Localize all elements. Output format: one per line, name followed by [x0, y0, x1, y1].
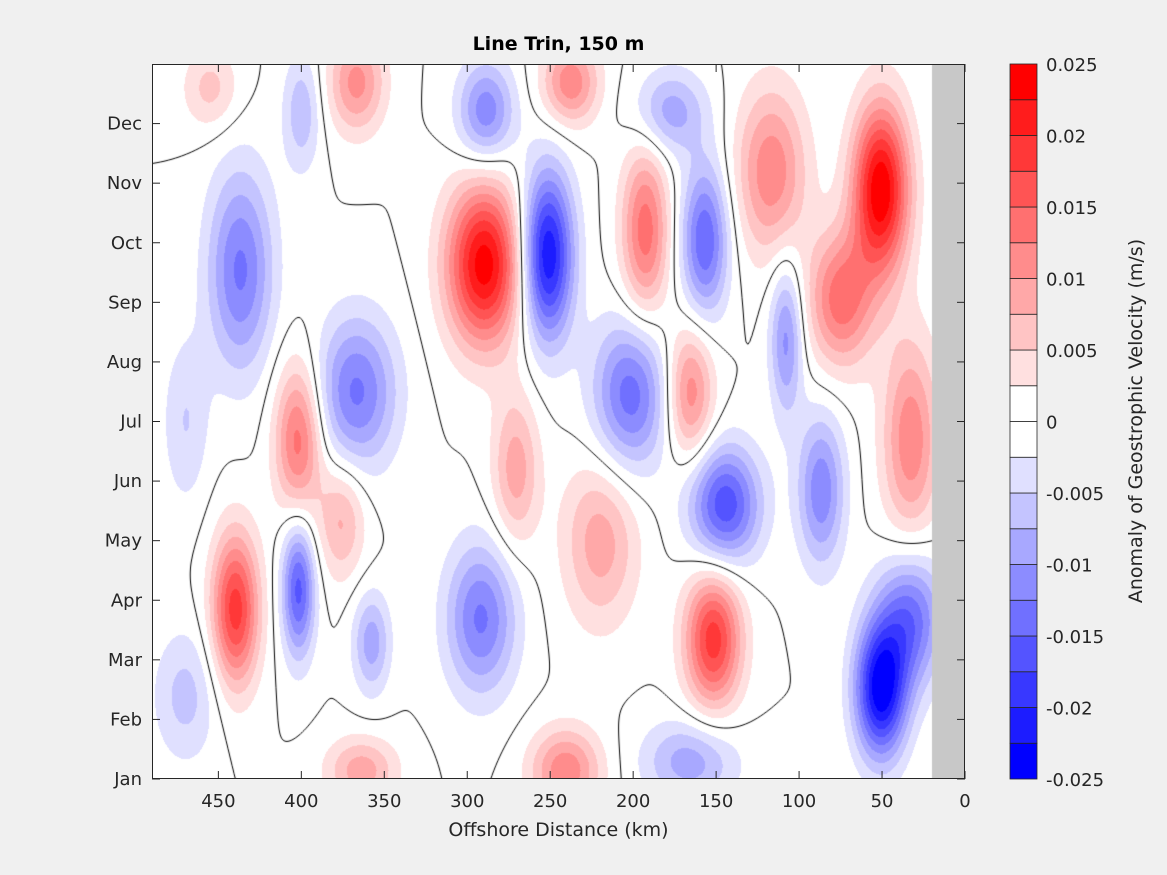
y-tick-label: Jan: [113, 769, 142, 790]
x-tick-label: 250: [533, 791, 567, 812]
colorbar-band: [1009, 492, 1038, 530]
y-tick-label: Jun: [113, 471, 142, 492]
chart-title: Line Trin, 150 m: [472, 33, 645, 55]
x-tick-label: 100: [782, 791, 816, 812]
colorbar-tick-label: -0.01: [1046, 556, 1093, 577]
colorbar-band: [1009, 63, 1038, 101]
colorbar: 0.025 0.02 0.015 0.01 0.005 0 -0.005 -0.01 -0.01…: [1009, 55, 1104, 791]
colorbar-band: [1009, 313, 1038, 351]
colorbar-band: [1009, 99, 1038, 136]
colorbar-band: [1009, 564, 1038, 601]
x-tick-label: 150: [699, 791, 733, 812]
x-tick-label: 450: [201, 791, 235, 812]
colorbar-band: [1009, 528, 1038, 565]
y-tick-label: Mar: [108, 650, 143, 671]
x-tick-label: 300: [450, 791, 484, 812]
colorbar-tick-label: 0.015: [1046, 198, 1098, 219]
colorbar-bands: 0.025 0.02 0.015 0.01 0.005 0 -0.005 -0.01 -0.01…: [1009, 55, 1104, 791]
colorbar-tick-label: -0.005: [1046, 484, 1104, 505]
velocity-contour-field: [152, 64, 965, 779]
y-tick-label: Nov: [107, 173, 142, 194]
y-tick-label: Jul: [119, 412, 142, 433]
colorbar-tick-label: 0.025: [1046, 55, 1098, 76]
x-tick-label: 200: [616, 791, 650, 812]
x-axis-label: Offshore Distance (km): [448, 819, 669, 841]
colorbar-band: [1009, 135, 1038, 172]
x-tick-label: 50: [871, 791, 894, 812]
colorbar-band: [1009, 349, 1038, 387]
colorbar-band: [1009, 385, 1038, 422]
colorbar-band: [1009, 707, 1038, 744]
colorbar-label: Anomaly of Geostrophic Velocity (m/s): [1125, 238, 1147, 604]
colorbar-band: [1009, 599, 1038, 637]
colorbar-tick-label: 0: [1046, 413, 1057, 434]
colorbar-band: [1009, 456, 1038, 494]
colorbar-tick-label: 0.01: [1046, 270, 1086, 291]
colorbar-band: [1009, 242, 1038, 279]
colorbar-tick-label: -0.025: [1046, 770, 1104, 791]
colorbar-band: [1009, 635, 1038, 673]
axes-box: [152, 64, 965, 779]
colorbar-tick-label: 0.02: [1046, 127, 1086, 148]
y-tick-label: Sep: [108, 292, 142, 313]
colorbar-tick-label: -0.015: [1046, 627, 1104, 648]
y-tick-label: Feb: [110, 709, 142, 730]
colorbar-tick-label: 0.005: [1046, 341, 1098, 362]
colorbar-band: [1009, 206, 1038, 244]
colorbar-band: [1009, 671, 1038, 708]
x-tick-label: 400: [284, 791, 318, 812]
y-tick-label: May: [105, 531, 143, 552]
x-tick-label: 350: [367, 791, 401, 812]
y-tick-label: Dec: [107, 114, 142, 135]
plot-axes: 450 400 350 300 250 200 150 100 50 0 Jan Feb Mar Apr M…: [105, 64, 971, 812]
colorbar-band: [1009, 170, 1038, 208]
axes-overlay: 450 400 350 300 250 200 150 100 50 0 Jan Feb Mar Apr M…: [105, 64, 971, 812]
colorbar-band: [1009, 278, 1038, 315]
y-tick-label: Oct: [111, 233, 142, 254]
y-tick-label: Aug: [107, 352, 142, 373]
colorbar-band: [1009, 421, 1038, 458]
colorbar-tick-label: -0.02: [1046, 699, 1093, 720]
colorbar-band: [1009, 742, 1038, 780]
x-tick-label: 0: [959, 791, 970, 812]
y-tick-label: Apr: [111, 590, 143, 611]
